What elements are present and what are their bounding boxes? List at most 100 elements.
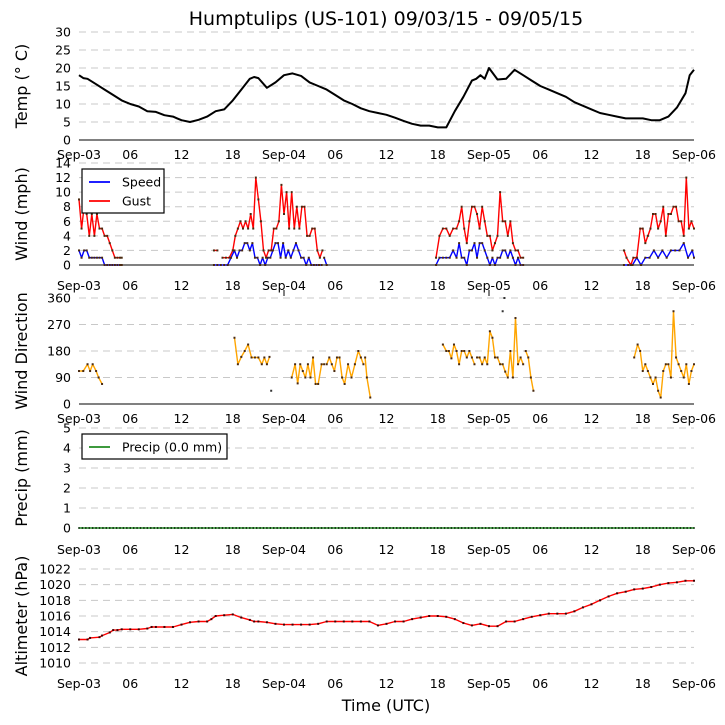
data-point <box>283 623 285 626</box>
data-point <box>266 527 268 529</box>
data-point <box>680 220 683 223</box>
data-point <box>498 527 500 529</box>
data-point <box>493 264 496 266</box>
data-point <box>499 363 502 366</box>
data-point <box>156 527 159 529</box>
data-point <box>231 613 234 616</box>
data-point <box>297 249 300 252</box>
data-point <box>655 527 658 529</box>
data-point <box>252 227 255 230</box>
data-point <box>266 256 269 259</box>
data-point <box>317 622 320 625</box>
data-point <box>570 527 572 529</box>
data-point <box>173 527 176 529</box>
data-point <box>180 623 183 626</box>
data-point <box>501 249 504 252</box>
data-point <box>101 256 104 259</box>
y-tick-label: 1022 <box>39 562 71 577</box>
data-point <box>627 264 630 266</box>
data-point <box>290 191 293 194</box>
data-point <box>514 264 517 266</box>
y-tick-label: 10 <box>55 97 71 112</box>
data-point <box>310 264 313 266</box>
data-point <box>252 527 254 529</box>
data-point <box>566 527 569 529</box>
data-point <box>693 363 695 366</box>
data-point <box>514 249 517 252</box>
panel-wind-direction: 0 90 180 270 360 Sep-03 06 12 18 Sep-04 06 12 18 Sep-… <box>12 290 716 426</box>
data-point <box>644 242 647 245</box>
data-point <box>690 370 693 373</box>
data-point <box>530 615 533 618</box>
data-point <box>481 205 484 208</box>
data-point <box>282 242 285 245</box>
data-point <box>295 205 298 208</box>
data-point <box>109 527 111 529</box>
data-point <box>357 350 360 352</box>
data-point <box>436 615 439 617</box>
data-point <box>129 628 132 631</box>
data-point <box>646 370 649 373</box>
data-point <box>652 382 654 385</box>
data-point <box>253 620 256 623</box>
y-tick-label: 270 <box>47 317 71 332</box>
data-point <box>197 527 200 529</box>
data-point <box>351 527 354 529</box>
data-point <box>150 527 152 529</box>
x-tick-label: Sep-05 <box>467 676 511 691</box>
data-point <box>101 634 104 637</box>
data-point <box>667 363 670 366</box>
x-tick-label: 06 <box>122 278 138 293</box>
data-point <box>488 234 491 237</box>
data-point <box>348 527 350 529</box>
data-point <box>667 582 670 585</box>
data-point <box>82 370 85 373</box>
data-point <box>256 256 259 259</box>
data-point <box>136 527 138 529</box>
x-tick-label: 06 <box>122 676 138 691</box>
data-point <box>236 227 239 230</box>
data-point <box>385 622 388 625</box>
data-point <box>682 376 685 379</box>
data-point <box>279 527 282 529</box>
data-point <box>307 256 310 259</box>
x-tick-label: 18 <box>635 411 651 426</box>
data-point <box>486 234 489 237</box>
data-point <box>641 227 644 230</box>
data-point <box>648 256 651 259</box>
data-point <box>468 350 471 352</box>
y-tick-label: 30 <box>55 25 71 40</box>
data-point <box>665 256 668 259</box>
series-line-speed <box>624 242 695 266</box>
data-point <box>318 256 321 259</box>
data-point <box>690 220 693 223</box>
data-point <box>665 527 668 529</box>
data-point <box>460 205 463 208</box>
data-point <box>411 618 414 621</box>
data-point <box>664 363 667 366</box>
data-point <box>375 527 377 529</box>
data-point <box>672 205 675 208</box>
data-point <box>293 227 296 230</box>
data-point <box>269 527 272 529</box>
data-point <box>211 527 213 529</box>
data-point <box>590 603 593 606</box>
data-point <box>116 264 119 266</box>
series-line-direction <box>291 356 325 385</box>
y-axis-label-altimeter: Altimeter (hPa) <box>12 556 31 677</box>
data-point <box>283 213 285 215</box>
data-point <box>120 628 123 631</box>
data-point <box>146 627 149 630</box>
data-point <box>95 527 97 529</box>
data-point <box>163 625 166 628</box>
data-point <box>457 527 459 529</box>
data-point <box>481 363 484 366</box>
data-point <box>365 527 367 529</box>
data-point <box>334 620 337 623</box>
data-point <box>277 220 280 223</box>
data-point <box>675 356 678 359</box>
data-point <box>300 205 303 208</box>
data-point <box>433 527 436 529</box>
x-tick-label: 06 <box>122 411 138 426</box>
